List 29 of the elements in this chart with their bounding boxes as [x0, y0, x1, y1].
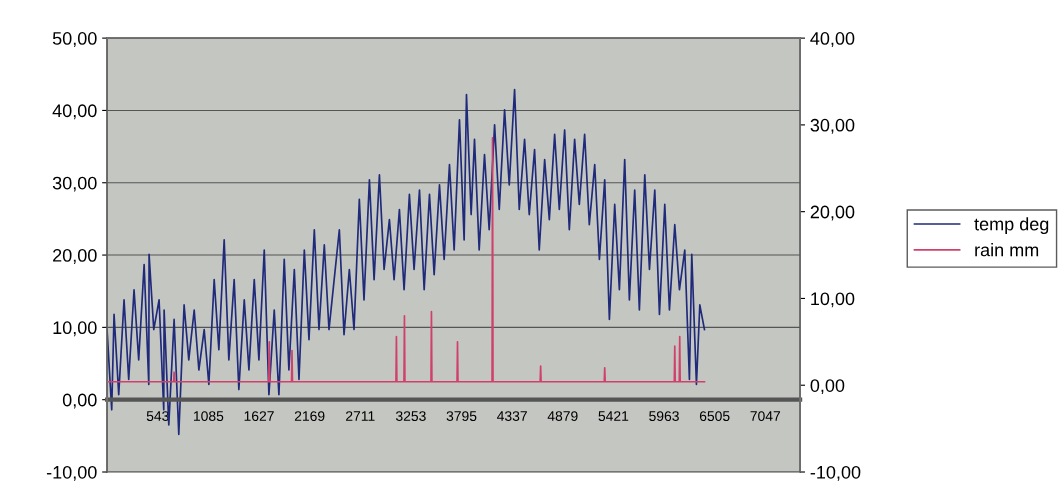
y2-tick-label: 0,00	[810, 379, 845, 395]
x-tick-label: 3253	[395, 411, 426, 421]
y2-tick-label: -10,00	[810, 465, 861, 481]
x-tick-label: 5963	[649, 411, 679, 421]
y-tick-label: 50,00	[52, 32, 97, 47]
line-series	[107, 137, 706, 383]
y2-tick-label: 40,00	[810, 32, 855, 47]
x-tick-label: 7047	[750, 411, 781, 421]
x-tick-label: 5421	[598, 411, 629, 421]
y2-tick-label: 30,00	[810, 118, 855, 134]
y2-tick-label: 20,00	[810, 205, 855, 221]
x-tick-label: 2711	[346, 411, 375, 421]
x-tick-label: 3795	[446, 411, 477, 421]
x-tick-label: 543	[146, 411, 169, 421]
y-tick-label: 40,00	[52, 104, 97, 120]
x-tick-label: 1085	[194, 411, 224, 421]
x-tick-label: 4879	[547, 411, 578, 421]
x-tick-label: 6505	[699, 411, 730, 421]
legend-label: rain mm	[975, 243, 1039, 257]
y-tick-label: 30,00	[52, 176, 97, 192]
legend-label: temp deg	[974, 217, 1049, 235]
x-tick-label: 4337	[497, 411, 527, 421]
x-tick-label: 1627	[244, 411, 274, 421]
y-tick-label: 20,00	[53, 248, 97, 264]
x-tick-label: 2169	[294, 411, 325, 421]
y2-tick-label: 10,00	[811, 292, 855, 308]
y-tick-label: 0,00	[62, 393, 97, 409]
y-tick-label: -10,00	[46, 465, 97, 481]
y-tick-label: 10,00	[53, 321, 97, 337]
